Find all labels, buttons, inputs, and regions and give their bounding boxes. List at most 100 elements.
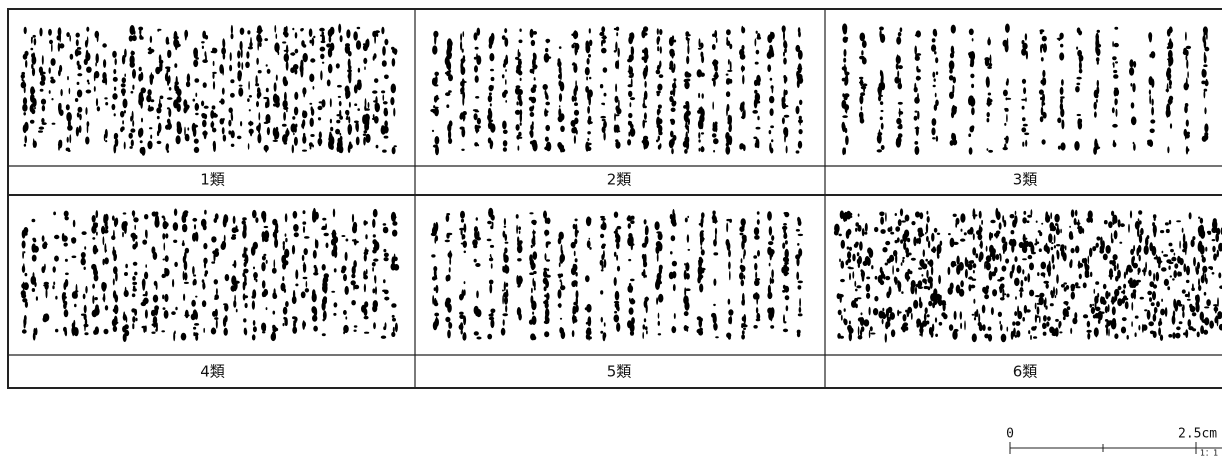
rubbing-speck: [895, 240, 898, 243]
rubbing-speck: [354, 325, 358, 327]
rubbing-speck: [1153, 331, 1157, 338]
rubbing-speck: [1001, 334, 1007, 343]
rubbing-speck: [558, 108, 561, 117]
rubbing-speck: [741, 265, 746, 272]
rubbing-speck: [574, 102, 578, 106]
rubbing-speck: [302, 120, 304, 129]
rubbing-speck: [231, 114, 233, 121]
rubbing-speck: [1091, 307, 1095, 314]
rubbing-speck: [1086, 330, 1091, 333]
rubbing-speck: [1024, 305, 1027, 314]
rubbing-speck: [1171, 257, 1176, 262]
rubbing-speck: [859, 112, 864, 119]
rubbing-speck: [215, 213, 219, 220]
rubbing-speck: [1201, 275, 1205, 283]
rubbing-speck: [32, 288, 35, 292]
rubbing-speck: [248, 143, 250, 150]
rubbing-speck: [782, 290, 785, 293]
rubbing-speck: [339, 133, 341, 136]
rubbing-speck: [49, 67, 51, 74]
rubbing-speck: [23, 80, 25, 86]
rubbing-speck: [475, 263, 480, 267]
rubbing-speck: [87, 121, 90, 127]
rubbing-speck: [544, 53, 550, 63]
rubbing-speck: [1099, 249, 1104, 253]
rubbing-speck: [898, 133, 903, 138]
rubbing-speck: [784, 76, 787, 82]
rubbing-speck: [54, 235, 59, 239]
rubbing-speck: [490, 319, 494, 328]
rubbing-speck: [146, 230, 148, 239]
rubbing-speck: [852, 254, 855, 262]
rubbing-speck: [1170, 249, 1174, 252]
rubbing-speck: [228, 120, 231, 127]
rubbing-speck: [58, 27, 62, 36]
rubbing-speck: [384, 257, 389, 261]
rubbing-speck: [474, 259, 477, 263]
rubbing-speck: [670, 251, 673, 254]
rubbing-speck: [1006, 81, 1009, 86]
rubbing-speck: [322, 99, 326, 107]
rubbing-speck: [615, 291, 620, 301]
rubbing-speck: [174, 262, 178, 267]
rubbing-speck: [531, 262, 536, 269]
rubbing-speck: [786, 305, 789, 311]
rubbing-speck: [132, 210, 135, 216]
rubbing-speck: [1132, 83, 1135, 92]
rubbing-speck: [321, 228, 327, 230]
rubbing-speck: [771, 139, 773, 142]
rubbing-speck: [216, 288, 218, 295]
rubbing-speck: [520, 113, 522, 122]
rubbing-speck: [84, 267, 86, 270]
rubbing-speck: [46, 289, 48, 299]
rubbing-speck: [261, 262, 265, 271]
rubbing-speck: [951, 240, 955, 246]
rubbing-speck: [222, 88, 225, 95]
rubbing-speck: [870, 326, 873, 331]
rubbing-speck: [757, 219, 760, 225]
rubbing-speck: [1049, 222, 1054, 230]
rubbing-speck: [842, 122, 846, 130]
rubbing-speck: [516, 65, 520, 72]
rubbing-speck: [864, 319, 870, 326]
rubbing-speck: [1093, 246, 1097, 248]
rubbing-speck: [1117, 270, 1121, 279]
rubbing-speck: [860, 118, 865, 123]
rubbing-speck: [383, 227, 389, 234]
rubbing-speck: [1096, 86, 1099, 94]
rubbing-speck: [687, 137, 689, 143]
rubbing-speck: [658, 333, 661, 335]
rubbing-speck: [164, 222, 169, 227]
rubbing-speck: [1156, 272, 1160, 282]
rubbing-speck: [915, 127, 920, 129]
rubbing-speck: [244, 247, 247, 257]
rubbing-speck: [445, 240, 450, 243]
rubbing-speck: [1022, 79, 1026, 84]
rubbing-speck: [115, 218, 118, 226]
rubbing-speck: [75, 49, 79, 57]
rubbing-speck: [445, 317, 450, 322]
rubbing-speck: [222, 38, 225, 47]
rubbing-speck: [1015, 211, 1017, 215]
rubbing-speck: [1198, 285, 1201, 291]
rubbing-speck: [783, 223, 787, 226]
rubbing-speck: [700, 268, 706, 271]
rubbing-speck: [767, 292, 772, 299]
rubbing-speck: [589, 77, 591, 80]
rubbing-speck: [744, 275, 746, 279]
rubbing-speck: [1030, 335, 1032, 340]
rubbing-speck: [1054, 245, 1056, 248]
rubbing-speck: [673, 88, 675, 97]
rubbing-speck: [769, 249, 773, 258]
rubbing-speck: [489, 85, 494, 91]
rubbing-speck: [31, 276, 37, 285]
rubbing-speck: [102, 79, 107, 83]
rubbing-speck: [449, 250, 452, 259]
rubbing-speck: [1168, 266, 1170, 270]
rubbing-speck: [336, 114, 341, 116]
rubbing-speck: [911, 258, 916, 261]
rubbing-speck: [1069, 226, 1071, 228]
rubbing-speck: [754, 227, 759, 235]
rubbing-speck: [353, 260, 357, 268]
rubbing-speck: [1076, 47, 1078, 50]
